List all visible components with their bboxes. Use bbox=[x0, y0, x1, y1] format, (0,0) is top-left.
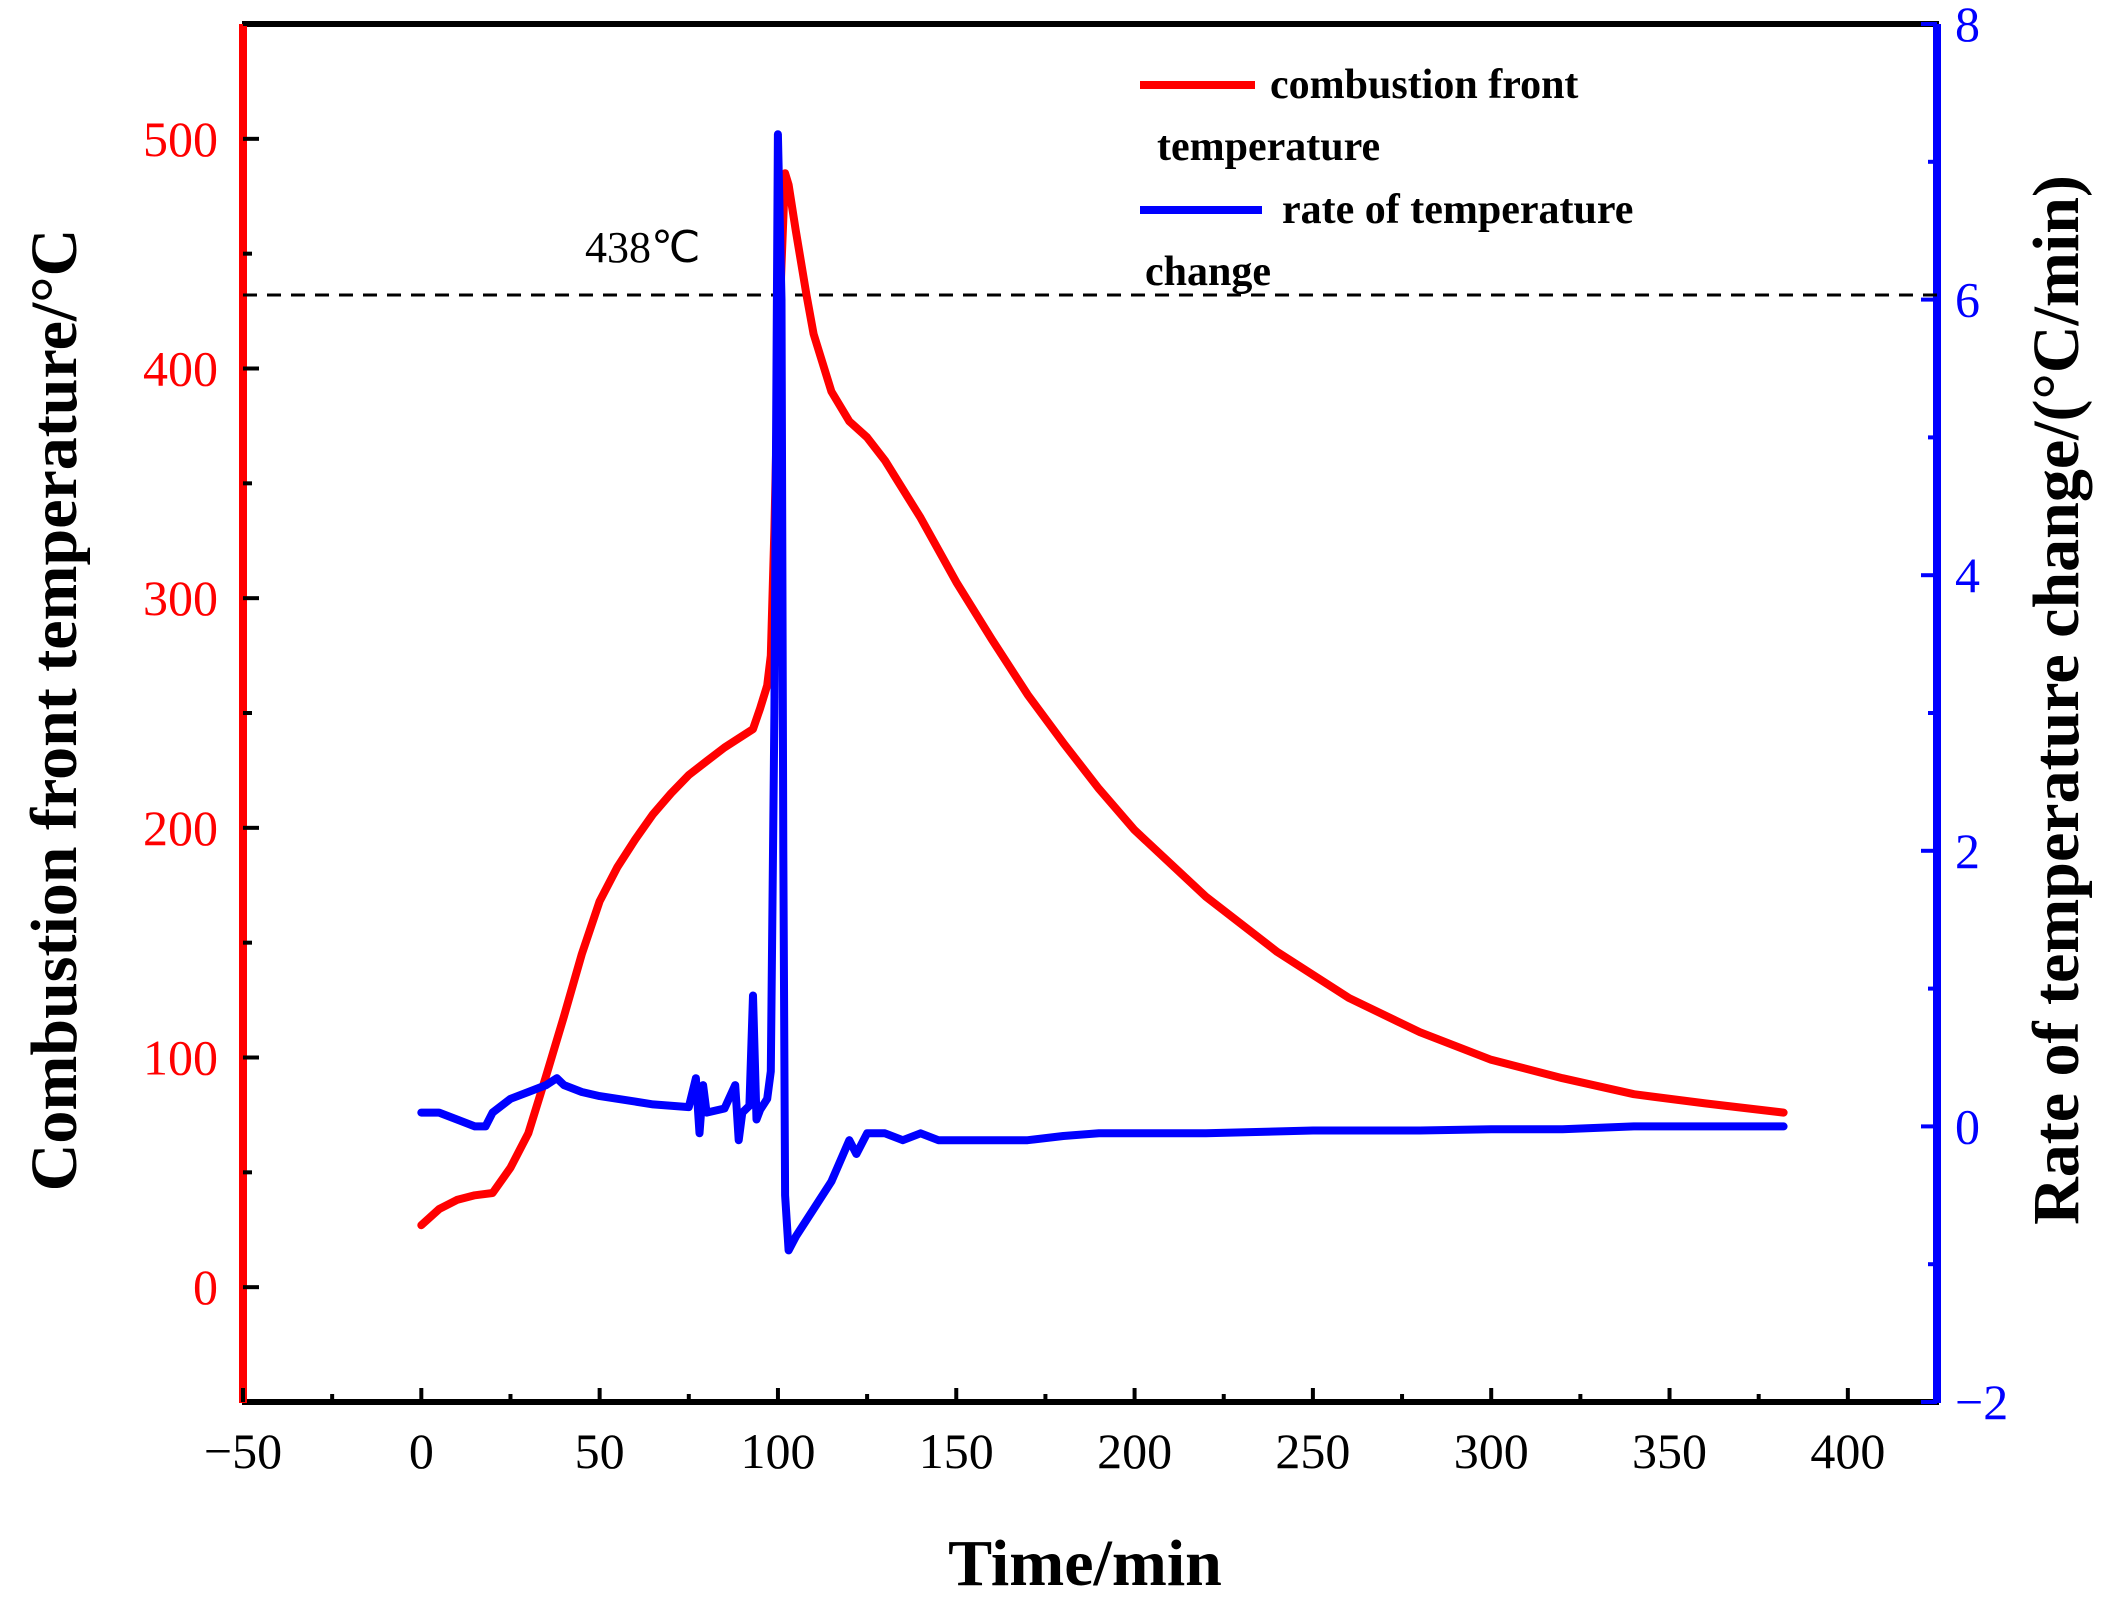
y-left-tick-label: 100 bbox=[143, 1030, 218, 1086]
y-left-tick-label: 0 bbox=[193, 1259, 218, 1315]
y-left-ticks: 0 100 200 300 400 500 bbox=[143, 22, 259, 1315]
annotation: 438℃ bbox=[243, 223, 1937, 297]
y-right-tick-label: 8 bbox=[1955, 0, 1980, 52]
y-right-tick-label: 0 bbox=[1955, 1098, 1980, 1154]
x-tick-label: 200 bbox=[1097, 1423, 1172, 1479]
legend: combustion front temperature rate of tem… bbox=[1140, 62, 1633, 295]
x-tick-label: 50 bbox=[575, 1423, 625, 1479]
y-right-tick-label: 2 bbox=[1955, 823, 1980, 879]
y-left-tick-label: 300 bbox=[143, 570, 218, 626]
x-tick-label: −50 bbox=[204, 1423, 282, 1479]
y-left-tick-label: 200 bbox=[143, 800, 218, 856]
x-tick-label: 0 bbox=[409, 1423, 434, 1479]
y-right-tick-label: −2 bbox=[1955, 1374, 2008, 1430]
x-tick-label: 350 bbox=[1632, 1423, 1707, 1479]
y-right-tick-label: 6 bbox=[1955, 272, 1980, 328]
x-tick-label: 150 bbox=[919, 1423, 994, 1479]
y-left-tick-label: 500 bbox=[143, 111, 218, 167]
legend-label-rate-line1: rate of temperature bbox=[1282, 187, 1633, 233]
x-tick-label: 250 bbox=[1275, 1423, 1350, 1479]
series-layer bbox=[417, 130, 1788, 1255]
legend-label-temperature-line1: combustion front bbox=[1270, 62, 1578, 108]
y-right-axis-title: Rate of temperature change/(°C/min) bbox=[2020, 175, 2093, 1225]
x-tick-label: 300 bbox=[1454, 1423, 1529, 1479]
x-tick-label: 100 bbox=[740, 1423, 815, 1479]
plot-frame bbox=[239, 21, 1941, 1405]
x-tick-label: 400 bbox=[1810, 1423, 1885, 1479]
threshold-label: 438℃ bbox=[585, 223, 700, 272]
y-left-tick-label: 400 bbox=[143, 341, 218, 397]
legend-label-rate-line2: change bbox=[1145, 249, 1271, 295]
x-ticks: −50 0 50 100 150 200 250 300 350 400 bbox=[204, 1388, 1885, 1479]
y-right-tick-label: 4 bbox=[1955, 547, 1980, 603]
y-right-ticks: −2 0 2 4 6 8 bbox=[1921, 0, 2008, 1430]
series-line-rate bbox=[417, 130, 1788, 1255]
legend-label-temperature-line2: temperature bbox=[1157, 124, 1380, 170]
x-axis-title: Time/min bbox=[948, 1527, 1222, 1600]
y-left-axis-title: Combustion front temperature/°C bbox=[18, 229, 91, 1192]
series-line-temperature bbox=[417, 169, 1788, 1230]
